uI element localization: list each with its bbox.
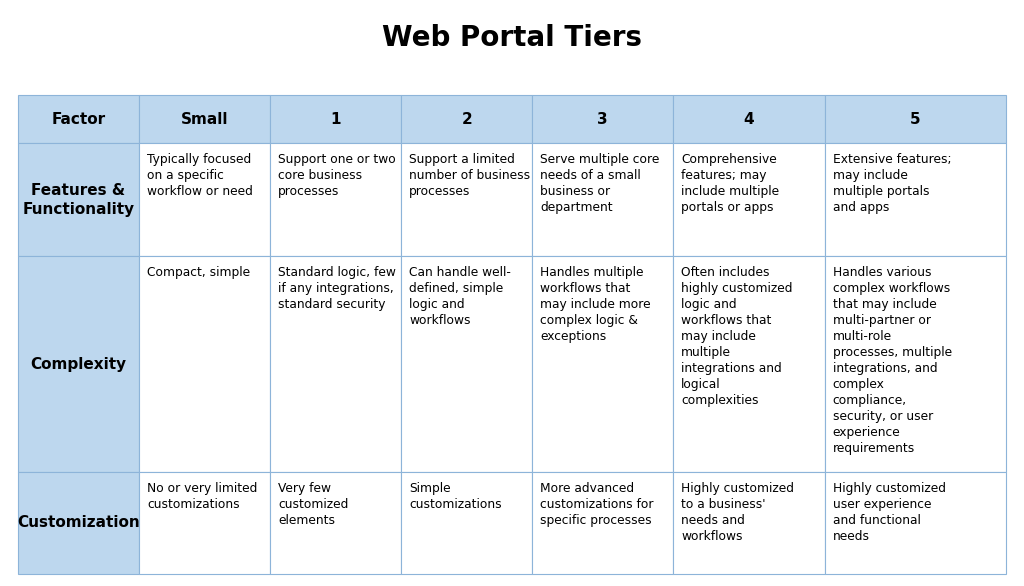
- Text: No or very limited
customizations: No or very limited customizations: [147, 482, 257, 511]
- Text: Web Portal Tiers: Web Portal Tiers: [382, 24, 642, 52]
- Bar: [401, 95, 532, 144]
- Text: Can handle well-
defined, simple
logic and
workflows: Can handle well- defined, simple logic a…: [410, 267, 511, 328]
- Bar: [18, 257, 139, 472]
- Bar: [674, 472, 824, 574]
- Text: Often includes
highly customized
logic and
workflows that
may include
multiple
i: Often includes highly customized logic a…: [681, 267, 793, 407]
- Text: 3: 3: [597, 112, 608, 127]
- Text: Support a limited
number of business
processes: Support a limited number of business pro…: [410, 154, 530, 199]
- Text: Standard logic, few
if any integrations,
standard security: Standard logic, few if any integrations,…: [279, 267, 396, 312]
- Text: Handles multiple
workflows that
may include more
complex logic &
exceptions: Handles multiple workflows that may incl…: [541, 267, 651, 343]
- Text: Handles various
complex workflows
that may include
multi-partner or
multi-role
p: Handles various complex workflows that m…: [833, 267, 951, 455]
- Bar: [139, 95, 270, 144]
- Bar: [824, 95, 1006, 144]
- Text: 1: 1: [331, 112, 341, 127]
- Bar: [139, 257, 270, 472]
- Bar: [401, 257, 532, 472]
- Bar: [401, 472, 532, 574]
- Bar: [18, 95, 139, 144]
- Bar: [139, 472, 270, 574]
- Bar: [532, 95, 674, 144]
- Text: Customization: Customization: [17, 515, 140, 530]
- Text: Small: Small: [181, 112, 228, 127]
- Text: Highly customized
user experience
and functional
needs: Highly customized user experience and fu…: [833, 482, 945, 543]
- Bar: [532, 144, 674, 257]
- Bar: [270, 95, 401, 144]
- Bar: [674, 257, 824, 472]
- Bar: [532, 472, 674, 574]
- Text: Features &
Functionality: Features & Functionality: [23, 183, 134, 217]
- Bar: [824, 144, 1006, 257]
- Text: Support one or two
core business
processes: Support one or two core business process…: [279, 154, 396, 199]
- Bar: [18, 144, 139, 257]
- Text: More advanced
customizations for
specific processes: More advanced customizations for specifi…: [541, 482, 653, 527]
- Bar: [270, 472, 401, 574]
- Text: 4: 4: [743, 112, 755, 127]
- Bar: [18, 472, 139, 574]
- Bar: [532, 257, 674, 472]
- Text: Factor: Factor: [51, 112, 105, 127]
- Bar: [139, 144, 270, 257]
- Bar: [824, 257, 1006, 472]
- Text: Compact, simple: Compact, simple: [147, 267, 250, 280]
- Text: Serve multiple core
needs of a small
business or
department: Serve multiple core needs of a small bus…: [541, 154, 659, 214]
- Bar: [401, 144, 532, 257]
- Text: Comprehensive
features; may
include multiple
portals or apps: Comprehensive features; may include mult…: [681, 154, 779, 214]
- Bar: [674, 144, 824, 257]
- Text: Complexity: Complexity: [31, 357, 127, 372]
- Text: 5: 5: [910, 112, 921, 127]
- Bar: [270, 144, 401, 257]
- Text: Extensive features;
may include
multiple portals
and apps: Extensive features; may include multiple…: [833, 154, 951, 214]
- Bar: [824, 472, 1006, 574]
- Text: Highly customized
to a business'
needs and
workflows: Highly customized to a business' needs a…: [681, 482, 795, 543]
- Text: Typically focused
on a specific
workflow or need: Typically focused on a specific workflow…: [147, 154, 253, 199]
- Bar: [674, 95, 824, 144]
- Bar: [270, 257, 401, 472]
- Text: Simple
customizations: Simple customizations: [410, 482, 502, 511]
- Text: Very few
customized
elements: Very few customized elements: [279, 482, 348, 527]
- Text: 2: 2: [461, 112, 472, 127]
